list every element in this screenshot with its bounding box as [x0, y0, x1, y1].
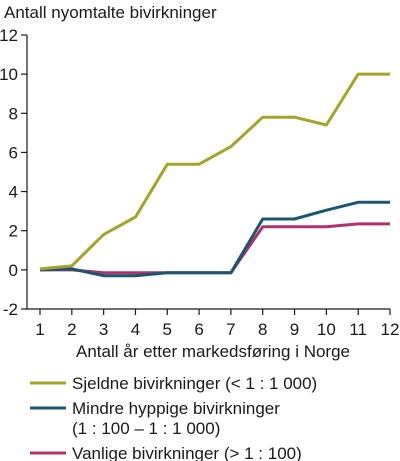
x-axis: 1 2 3 4 5 6 7 8 9 10 11 12 — [27, 308, 400, 339]
legend-label: Mindre hyppige bivirkninger — [72, 399, 280, 418]
y-axis-title: Antall nyomtalte bivirkninger — [4, 3, 217, 22]
legend: Sjeldne bivirkninger (< 1 : 1 000) Mindre… — [30, 374, 317, 461]
x-tick-label: 9 — [290, 320, 299, 339]
x-tick-label: 11 — [349, 320, 367, 339]
x-tick-label: 1 — [35, 320, 44, 339]
y-tick-label: -2 — [3, 300, 18, 319]
x-tick-label: 10 — [317, 320, 336, 339]
x-tick-label: 3 — [99, 320, 108, 339]
y-tick-label: 2 — [9, 222, 18, 241]
y-tick-label: 4 — [9, 183, 18, 202]
series-line — [39, 200, 390, 278]
x-tick-label: 8 — [258, 320, 267, 339]
legend-label: Sjeldne bivirkninger (< 1 : 1 000) — [72, 374, 317, 393]
x-axis-title: Antall år etter markedsføring i Norge — [76, 342, 350, 361]
x-tick-label: 12 — [381, 320, 400, 339]
legend-label: Vanlige bivirkninger (> 1 : 100) — [72, 444, 302, 461]
y-tick-label: 12 — [0, 26, 18, 45]
x-tick-label: 4 — [131, 320, 140, 339]
x-tick-label: 7 — [226, 320, 235, 339]
series-line — [40, 222, 390, 275]
y-axis: -2 0 2 4 6 8 10 12 — [0, 26, 28, 319]
legend-label-line2: (1 : 100 – 1 : 1 000) — [72, 419, 220, 438]
x-tick-label: 5 — [163, 320, 172, 339]
series-line — [39, 72, 390, 271]
y-tick-label: 10 — [0, 65, 18, 84]
y-tick-label: 6 — [9, 143, 18, 162]
x-tick-label: 2 — [67, 320, 76, 339]
y-tick-label: 8 — [9, 104, 18, 123]
x-tick-label: 6 — [194, 320, 203, 339]
y-tick-label: 0 — [9, 261, 18, 280]
series-lines — [39, 72, 390, 278]
